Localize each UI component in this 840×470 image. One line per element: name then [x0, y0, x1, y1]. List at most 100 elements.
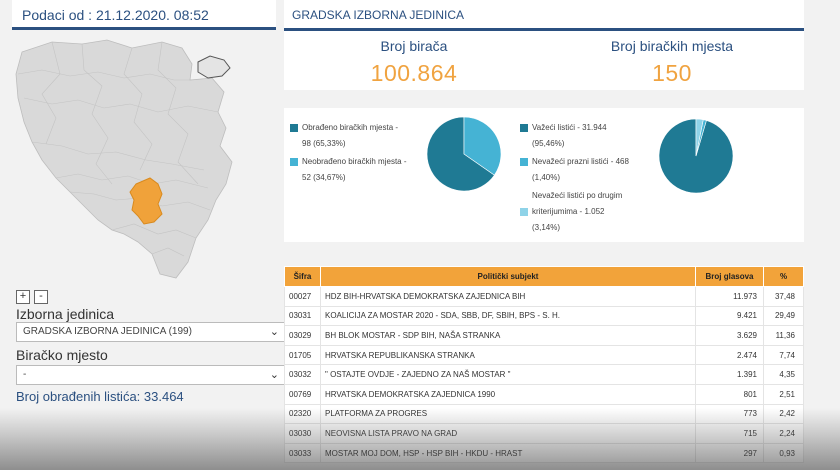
legend-text: Važeći listići - 31.944 — [532, 123, 607, 132]
legend-swatch — [520, 123, 528, 132]
processing-pie-chart — [426, 116, 502, 192]
map-borders — [17, 41, 219, 257]
party-name: PLATFORMA ZA PROGRES — [320, 403, 696, 425]
unit-summary-card: GRADSKA IZBORNA JEDINICA Broj birača 100… — [284, 0, 804, 90]
party-name: BH BLOK MOSTAR - SDP BIH, NAŠA STRANKA — [320, 325, 696, 346]
stations-value: 150 — [652, 60, 692, 86]
vote-percent: 11,36 — [763, 325, 804, 346]
party-name: HDZ BIH-HRVATSKA DEMOKRATSKA ZAJEDNICA B… — [320, 286, 696, 307]
unit-title: GRADSKA IZBORNA JEDINICA — [292, 8, 465, 22]
vote-percent: 2,42 — [763, 403, 804, 425]
vote-count: 297 — [695, 442, 764, 464]
legend-blank: Nevažeći prazni listići - 468 (1,40%) — [520, 154, 629, 186]
party-code: 01705 — [284, 344, 321, 366]
legend-text: (95,46%) — [532, 139, 565, 148]
legend-valid: Važeći listići - 31.944 (95,46%) — [520, 120, 607, 152]
stats-card: Obrađeno biračkih mjesta - 98 (65,33%) N… — [284, 108, 804, 242]
legend-text: (1,40%) — [532, 173, 561, 182]
col-code[interactable]: Šifra — [284, 266, 321, 287]
ballots-slice-2 — [695, 118, 704, 157]
legend-text: kriterijumima - 1.052 — [532, 207, 605, 216]
legend-processed: Obrađeno biračkih mjesta - 98 (65,33%) — [290, 120, 398, 152]
mostar-region[interactable] — [129, 177, 163, 225]
results-table: Šifra Politički subjekt Broj glasova % 0… — [284, 266, 804, 464]
party-name: HRVATSKA DEMOKRATSKA ZAJEDNICA 1990 — [320, 383, 696, 405]
legend-other-invalid: Nevažeći listići po drugim kriterijumima… — [520, 188, 622, 236]
legend-text: Obrađeno biračkih mjesta - — [302, 123, 399, 132]
table-row[interactable]: 00769 HRVATSKA DEMOKRATSKA ZAJEDNICA 1990… — [284, 383, 804, 405]
table-row[interactable]: 02320 PLATFORMA ZA PROGRES 773 2,42 — [284, 403, 804, 425]
party-name: NEOVISNA LISTA PRAVO NA GRAD — [320, 423, 696, 444]
voters-stat: Broj birača 100.864 — [294, 38, 534, 87]
legend-swatch — [290, 157, 298, 166]
unit-select[interactable]: GRADSKA IZBORNA JEDINICA (199) ⌄ — [16, 322, 286, 342]
table-row[interactable]: 03032 " OSTAJTE OVDJE - ZAJEDNO ZA NAŠ MO… — [284, 364, 804, 385]
party-code: 03031 — [284, 305, 321, 327]
left-panel: Podaci od : 21.12.2020. 08:52 — [12, 0, 286, 470]
vote-percent: 29,49 — [763, 305, 804, 327]
vote-count: 2.474 — [695, 344, 764, 366]
map-outline — [15, 39, 233, 279]
processed-ballots-count: Broj obrađenih listića: 33.464 — [16, 389, 184, 404]
table-row[interactable]: 03029 BH BLOK MOSTAR - SDP BIH, NAŠA STRA… — [284, 325, 804, 346]
party-code: 03029 — [284, 325, 321, 346]
vote-percent: 2,24 — [763, 423, 804, 444]
zoom-in-button[interactable]: + — [16, 290, 30, 304]
legend-text: Neobrađeno biračkih mjesta - — [302, 157, 407, 166]
legend-text: 52 (34,67%) — [302, 173, 346, 182]
processing-slice-0 — [426, 116, 495, 192]
bih-map[interactable] — [12, 34, 276, 284]
legend-text: (3,14%) — [532, 223, 561, 232]
legend-text: 98 (65,33%) — [302, 139, 346, 148]
legend-text: Nevažeći prazni listići - 468 — [532, 157, 629, 166]
table-row[interactable]: 01705 HRVATSKA REPUBLIKANSKA STRANKA 2.474… — [284, 344, 804, 366]
chevron-down-icon: ⌄ — [269, 326, 279, 338]
vote-percent: 0,93 — [763, 442, 804, 464]
col-votes[interactable]: Broj glasova — [695, 266, 764, 287]
title-divider — [284, 28, 804, 31]
col-percent[interactable]: % — [763, 266, 804, 287]
party-name: HRVATSKA REPUBLIKANSKA STRANKA — [320, 344, 696, 366]
vote-count: 773 — [695, 403, 764, 425]
table-header-row: Šifra Politički subjekt Broj glasova % — [284, 266, 804, 287]
unit-label: Izborna jedinica — [16, 306, 115, 322]
party-code: 00027 — [284, 286, 321, 307]
ballots-pie-chart — [658, 118, 734, 194]
party-code: 03032 — [284, 364, 321, 385]
unit-select-value: GRADSKA IZBORNA JEDINICA (199) — [23, 326, 192, 337]
party-code: 02320 — [284, 403, 321, 425]
legend-text: Nevažeći listići po drugim — [532, 191, 623, 200]
vote-percent: 4,35 — [763, 364, 804, 385]
date-bar: Podaci od : 21.12.2020. 08:52 — [12, 0, 276, 30]
table-row[interactable]: 00027 HDZ BIH-HRVATSKA DEMOKRATSKA ZAJEDN… — [284, 286, 804, 307]
station-label: Biračko mjesto — [16, 347, 108, 363]
vote-count: 11.973 — [695, 286, 764, 307]
chevron-down-icon: ⌄ — [269, 369, 279, 381]
vote-percent: 37,48 — [763, 286, 804, 307]
processing-slice-1 — [463, 116, 502, 176]
legend-unprocessed: Neobrađeno biračkih mjesta - 52 (34,67%) — [290, 154, 407, 186]
legend-swatch — [290, 123, 298, 132]
party-name: " OSTAJTE OVDJE - ZAJEDNO ZA NAŠ MOSTAR … — [320, 364, 696, 385]
party-name: KOALICIJA ZA MOSTAR 2020 - SDA, SBB, DF,… — [320, 305, 696, 327]
voters-label: Broj birača — [380, 38, 448, 54]
table-row[interactable]: 03030 NEOVISNA LISTA PRAVO NA GRAD 715 2,24 — [284, 423, 804, 444]
vote-count: 3.629 — [695, 325, 764, 346]
party-code: 03033 — [284, 442, 321, 464]
zoom-out-button[interactable]: - — [34, 290, 48, 304]
station-select-value: - — [23, 369, 27, 380]
station-select[interactable]: - ⌄ — [16, 365, 286, 385]
vote-count: 715 — [695, 423, 764, 444]
vote-count: 1.391 — [695, 364, 764, 385]
party-code: 00769 — [284, 383, 321, 405]
data-timestamp: Podaci od : 21.12.2020. 08:52 — [22, 7, 209, 23]
stations-label: Broj biračkih mjesta — [610, 38, 734, 54]
table-row[interactable]: 03033 MOSTAR MOJ DOM, HSP - HSP BIH - HKD… — [284, 442, 804, 464]
vote-count: 801 — [695, 383, 764, 405]
table-row[interactable]: 03031 KOALICIJA ZA MOSTAR 2020 - SDA, SBB… — [284, 305, 804, 327]
party-code: 03030 — [284, 423, 321, 444]
col-party[interactable]: Politički subjekt — [320, 266, 696, 287]
vote-count: 9.421 — [695, 305, 764, 327]
vote-percent: 2,51 — [763, 383, 804, 405]
stations-stat: Broj biračkih mjesta 150 — [552, 38, 792, 87]
